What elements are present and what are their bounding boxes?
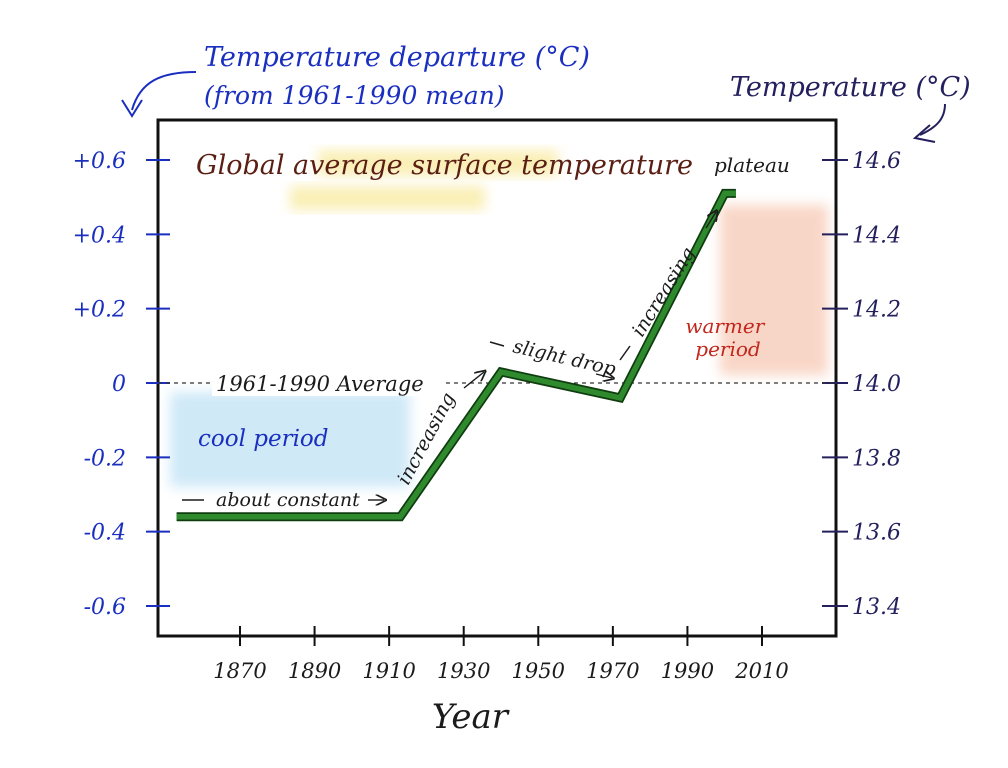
right-tick-label: 14.2	[852, 298, 901, 323]
annotation-period-word: period	[695, 337, 760, 361]
right-axis-pointer-arrow	[919, 103, 946, 136]
warmer-period-shade	[720, 205, 828, 375]
increasing-2-arrow	[705, 212, 716, 229]
x-tick-label: 1890	[288, 659, 341, 683]
annotation-warmer-period: warmer period	[685, 314, 770, 361]
x-tick-label: 1950	[512, 659, 565, 683]
right-tick-label: 14.6	[852, 149, 901, 174]
right-axis-pointer-arrowhead	[912, 124, 936, 143]
slight-drop-arrow	[595, 374, 612, 378]
left-axis-pointer-arrow	[131, 71, 197, 111]
increasing-1-arrow	[463, 372, 484, 389]
x-tick-label: 1910	[362, 659, 415, 683]
right-axis-title: Temperature (°C)	[730, 72, 971, 103]
reference-label-bg	[212, 370, 444, 396]
title-highlight-1	[318, 150, 558, 176]
left-tick-label: +0.6	[73, 149, 126, 174]
annotation-warmer-word: warmer	[685, 314, 765, 338]
annotation-about-constant: about constant	[216, 489, 360, 511]
right-tick-label: 13.8	[852, 446, 901, 471]
annotation-plateau: plateau	[714, 153, 790, 177]
slight-drop-dash	[489, 341, 505, 347]
left-axis-subtitle: (from 1961-1990 mean)	[204, 81, 505, 110]
x-tick-label: 1990	[661, 659, 714, 683]
reference-line-label: 1961-1990 Average	[216, 372, 424, 396]
x-tick-label: 1930	[437, 659, 490, 683]
title-highlight-2	[290, 186, 485, 210]
left-tick-label: +0.4	[73, 223, 126, 248]
annotation-cool-period: cool period	[198, 426, 329, 452]
series-line	[176, 190, 736, 520]
right-tick-label: 13.4	[852, 595, 901, 620]
left-tick-label: -0.2	[84, 446, 126, 471]
right-tick-label: 14.0	[852, 372, 901, 397]
plot-frame	[156, 118, 838, 638]
x-tick-label: 2010	[734, 659, 788, 683]
x-axis-title: Year	[432, 697, 510, 737]
left-tick-label: -0.4	[84, 521, 126, 546]
left-tick-label: +0.2	[73, 298, 126, 323]
left-tick-label: -0.6	[84, 595, 126, 620]
chart-title: Global average surface temperature	[196, 150, 693, 181]
left-axis-pointer-arrowhead	[121, 99, 143, 118]
right-tick-label: 14.4	[852, 223, 901, 248]
right-tick-label: 13.6	[852, 521, 901, 546]
increasing-2-dash	[619, 345, 631, 361]
cool-period-shade	[170, 392, 410, 487]
left-axis-title: Temperature departure (°C)	[204, 42, 590, 73]
x-tick-label: 1870	[213, 659, 266, 683]
x-tick-label: 1970	[586, 659, 639, 683]
left-tick-label: 0	[112, 372, 126, 397]
